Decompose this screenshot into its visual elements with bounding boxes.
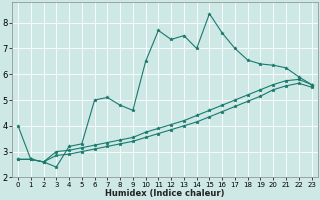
X-axis label: Humidex (Indice chaleur): Humidex (Indice chaleur) — [105, 189, 225, 198]
